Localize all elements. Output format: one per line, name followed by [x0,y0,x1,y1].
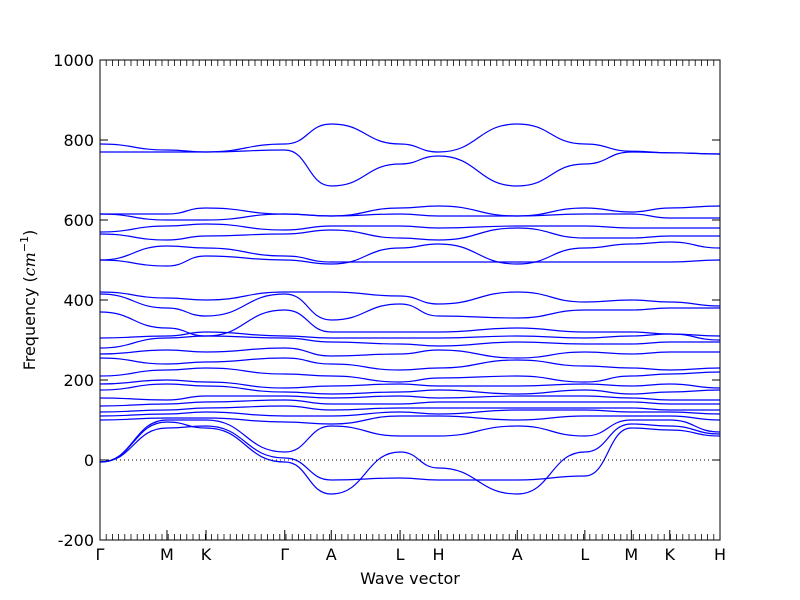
x-minor-ticks [99,60,721,540]
y-tick-label: 1000 [53,51,94,70]
x-tick-label: M [160,545,174,564]
band-lines [100,123,720,495]
band-line-10 [100,379,720,389]
band-line-19 [100,241,720,267]
band-line-7 [100,399,720,407]
band-line-12 [100,357,720,371]
x-tick-label: Γ [96,545,105,564]
x-tick-label: H [433,545,445,564]
x-tick-label: K [665,545,676,564]
x-tick-label: L [396,545,405,564]
band-line-16 [100,309,720,341]
x-tick-label: A [512,545,523,564]
y-tick-label: 0 [84,451,94,470]
x-tick-label: Γ [280,545,289,564]
band-line-11 [100,367,720,383]
band-line-5 [100,409,720,417]
band-line-4 [100,415,720,425]
band-line-2 [100,425,720,481]
band-line-13 [100,347,720,359]
y-axis-ticks: -200 0 200 400 600 800 1000 [53,51,720,550]
x-tick-label: L [580,545,589,564]
y-tick-label: 600 [63,211,94,230]
x-tick-label: M [624,545,638,564]
band-line-9 [100,383,720,395]
x-tick-label: K [201,545,212,564]
band-line-26 [100,123,720,155]
band-line-17 [100,293,720,321]
band-line-6 [100,405,720,413]
band-line-21 [100,227,720,241]
y-tick-label: 800 [63,131,94,150]
band-line-24 [100,205,720,217]
x-axis-label: Wave vector [360,569,460,588]
x-tick-label: H [714,545,726,564]
band-line-3 [100,419,720,463]
band-line-18 [100,291,720,307]
y-tick-label: 200 [63,371,94,390]
band-line-1 [100,421,720,495]
band-line-8 [100,395,720,401]
band-line-22 [100,223,720,233]
band-line-20 [100,245,720,263]
y-tick-label: 400 [63,291,94,310]
band-line-15 [100,331,720,339]
y-tick-label: -200 [58,531,94,550]
y-axis-label: Frequency (cm−1) [18,230,39,371]
band-line-23 [100,213,720,221]
x-tick-label: A [326,545,337,564]
